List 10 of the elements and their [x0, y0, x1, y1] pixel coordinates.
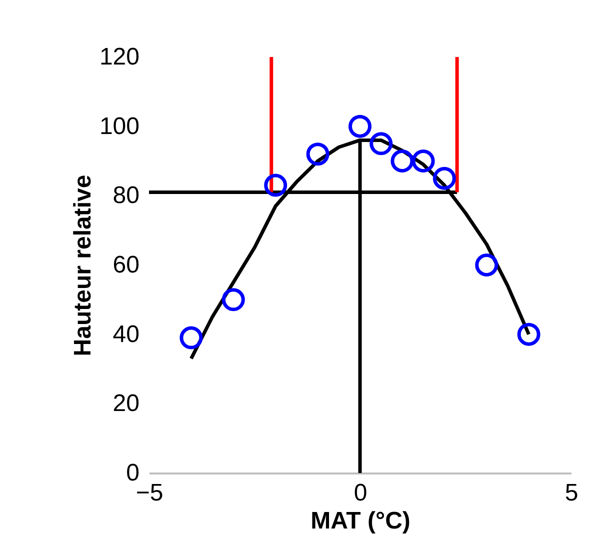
y-tick-label: 40 — [112, 320, 140, 348]
x-tick-label: 0 — [354, 480, 368, 506]
y-tick-label: 60 — [112, 252, 140, 278]
y-tick-label: 20 — [112, 390, 140, 418]
y-axis-title: Hauteur relative — [69, 174, 96, 356]
y-tick-label: 80 — [112, 182, 140, 210]
y-tick-label: 120 — [99, 44, 140, 70]
x-tick-label: 5 — [564, 480, 578, 506]
x-axis-title: MAT (°C) — [310, 508, 410, 534]
y-tick-label: 100 — [99, 112, 140, 140]
